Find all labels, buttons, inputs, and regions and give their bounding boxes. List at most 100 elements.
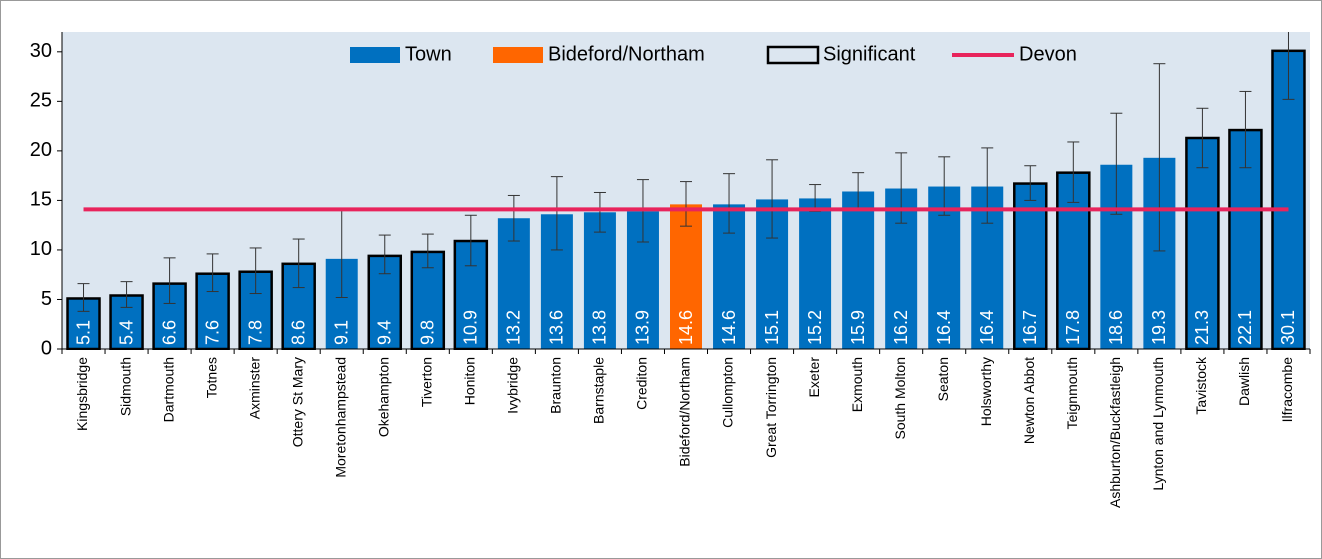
error-bar (1110, 112, 1123, 215)
legend-swatch (350, 47, 400, 63)
x-tick-label: Honiton (462, 357, 478, 405)
value-label: 9.4 (375, 320, 395, 345)
error-bar (766, 159, 779, 239)
x-tick-label: Ilfracombe (1279, 357, 1295, 423)
x-tick-label: Totnes (203, 357, 219, 398)
y-tick-label: 15 (30, 189, 52, 211)
legend-label: Town (405, 43, 452, 65)
x-tick-label: Exmouth (849, 357, 865, 412)
x-tick-label: Dartmouth (160, 357, 176, 422)
value-label: 7.8 (245, 320, 265, 345)
error-bar (1024, 165, 1037, 201)
legend-label: Bideford/Northam (548, 43, 705, 65)
x-tick-label: Tavistock (1193, 356, 1209, 415)
x-tick-label: Crediton (634, 357, 650, 410)
error-bar (680, 181, 692, 227)
error-bar (421, 233, 434, 269)
x-tick-label: Braunton (548, 357, 564, 414)
value-label: 19.3 (1149, 310, 1169, 345)
value-label: 14.6 (719, 310, 739, 345)
x-tick-label: Dawlish (1236, 357, 1252, 406)
value-label: 16.4 (977, 310, 997, 345)
y-tick-label: 0 (41, 337, 52, 359)
value-label: 14.6 (676, 310, 696, 345)
y-tick-label: 20 (30, 139, 52, 161)
value-label: 13.8 (590, 310, 610, 345)
value-label: 5.1 (73, 320, 93, 345)
y-tick-label: 25 (30, 90, 52, 112)
value-label: 9.8 (418, 320, 438, 345)
x-tick-label: Bideford/Northam (677, 357, 693, 467)
value-label: 18.6 (1106, 310, 1126, 345)
x-tick-label: Exeter (806, 357, 822, 398)
error-bar (938, 156, 951, 216)
value-label: 6.6 (159, 320, 179, 345)
x-tick-label: Newton Abbot (1021, 357, 1037, 444)
value-label: 10.9 (461, 310, 481, 345)
bar (670, 204, 702, 349)
value-label: 21.3 (1192, 310, 1212, 345)
value-label: 7.6 (202, 320, 222, 345)
x-tick-label: Okehampton (375, 357, 391, 437)
error-bar (120, 281, 133, 308)
legend-swatch (766, 45, 820, 65)
error-bar (464, 214, 477, 267)
y-tick-label: 30 (30, 40, 52, 62)
value-label: 8.6 (288, 320, 308, 345)
legend-label: Significant (823, 43, 916, 65)
legend-swatch (493, 47, 543, 63)
error-bar (1239, 90, 1252, 169)
x-tick-label: Holsworthy (978, 357, 994, 426)
error-bar (1153, 63, 1166, 252)
x-tick-label: Axminster (246, 357, 262, 420)
value-label: 13.6 (547, 310, 567, 345)
x-tick-label: Seaton (935, 357, 951, 401)
value-label: 15.9 (848, 310, 868, 345)
error-bar (206, 253, 219, 293)
error-bar (1196, 107, 1209, 169)
x-tick-label: Great Torrington (763, 357, 779, 458)
error-bar (378, 234, 391, 275)
error-bar (895, 152, 908, 224)
value-label: 30.1 (1278, 310, 1298, 345)
y-tick-label: 10 (30, 238, 52, 260)
x-tick-label: Ashburton/Buckfastleigh (1107, 357, 1123, 508)
bar (583, 212, 616, 349)
error-bar (1282, 32, 1295, 100)
value-label: 5.4 (116, 320, 136, 345)
x-tick-label: Barnstaple (591, 357, 607, 424)
error-bar (723, 173, 736, 234)
value-label: 15.1 (762, 310, 782, 345)
bar (799, 198, 832, 349)
legend-label: Devon (1019, 43, 1077, 65)
x-tick-label: Lynton and Lynmouth (1150, 357, 1166, 491)
value-label: 16.2 (891, 310, 911, 345)
x-tick-label: Teignmouth (1064, 357, 1080, 429)
x-tick-label: Cullompton (720, 357, 736, 428)
error-bar (77, 283, 90, 312)
error-bar (249, 247, 262, 295)
value-label: 9.1 (331, 320, 351, 345)
y-tick-label: 5 (41, 288, 52, 310)
value-label: 17.8 (1063, 310, 1083, 345)
x-tick-label: Kingsbridge (74, 357, 90, 431)
error-bar (550, 176, 563, 251)
error-bar (593, 191, 606, 233)
error-bar (292, 238, 305, 289)
value-label: 13.2 (504, 310, 524, 345)
value-label: 16.7 (1020, 310, 1040, 345)
x-tick-label: South Molton (892, 357, 908, 440)
x-tick-label: Ivybridge (505, 357, 521, 414)
bar (842, 191, 875, 349)
error-bar (163, 257, 176, 304)
x-tick-label: Ottery St Mary (289, 357, 305, 447)
value-label: 16.4 (934, 310, 954, 345)
value-label: 15.2 (805, 310, 825, 345)
error-bar (1067, 141, 1080, 203)
x-tick-label: Moretonhampstead (332, 357, 348, 478)
error-bar (507, 194, 520, 242)
plot-area (62, 32, 1310, 350)
x-tick-label: Sidmouth (117, 357, 133, 416)
value-label: 13.9 (633, 310, 653, 345)
